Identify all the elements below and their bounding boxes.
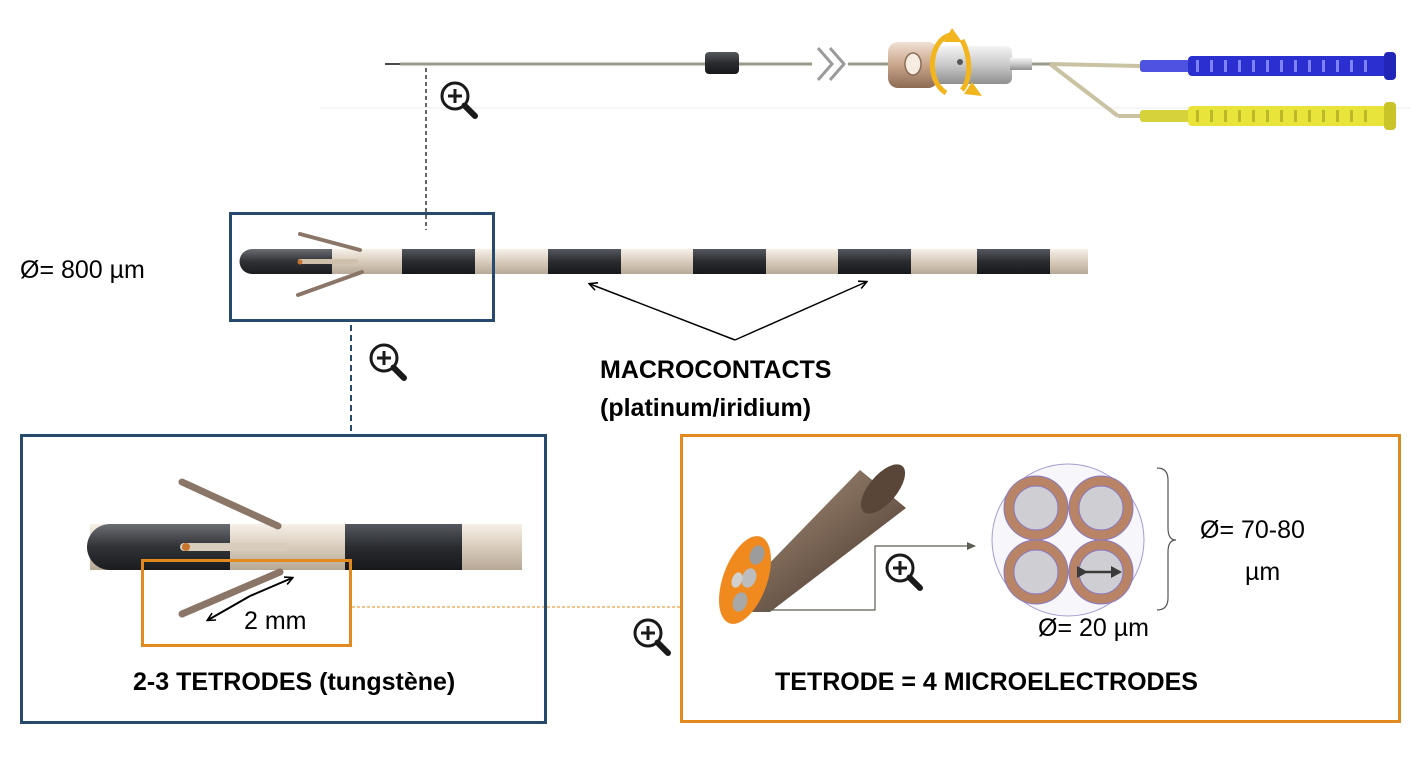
tetrode-cross-section <box>991 463 1145 617</box>
cross-section-pointer-arrow <box>762 542 976 611</box>
zoom-in-icon <box>371 345 404 378</box>
cross-section-box <box>680 434 1401 723</box>
tetrode-spacing-label: 2 mm <box>244 607 307 635</box>
macrocontact <box>693 249 766 274</box>
macrocontact <box>402 249 475 274</box>
tetrodes-caption: 2-3 TETRODES (tungstène) <box>133 668 456 696</box>
macrocontact-pointer-arrow <box>590 284 736 341</box>
probe-tip-diagram <box>239 232 1088 297</box>
probe-diameter-label: Ø= 800 µm <box>20 256 145 284</box>
macrocontacts-title: MACROCONTACTS <box>600 356 832 384</box>
macrocontact <box>838 249 911 274</box>
spacing-arrow <box>249 578 292 597</box>
wire-diameter-label: Ø= 20 µm <box>1038 614 1149 642</box>
tetrode-zoom-box <box>141 559 352 647</box>
macrocontact <box>548 249 621 274</box>
tetrode-tip-detail <box>87 478 522 618</box>
dimension-brace <box>1156 467 1177 611</box>
bundle-diameter-unit: µm <box>1245 558 1281 586</box>
zoom-in-icon <box>635 620 668 653</box>
full-probe-overview <box>320 28 1410 130</box>
tetrode-detail-box <box>20 434 547 724</box>
macrocontact-pointer-arrow <box>734 282 866 341</box>
tetrode-cylinder <box>719 464 906 624</box>
spacing-arrow <box>208 595 251 620</box>
tetrode-caption: TETRODE = 4 MICROELECTRODES <box>775 668 1198 696</box>
zoom-in-icon <box>442 83 475 116</box>
macrocontacts-material: (platinum/iridium) <box>600 394 812 422</box>
probe-tip-zoom-box <box>229 212 495 322</box>
bundle-diameter-label: Ø= 70-80 <box>1200 516 1305 544</box>
macrocontact <box>977 249 1050 274</box>
